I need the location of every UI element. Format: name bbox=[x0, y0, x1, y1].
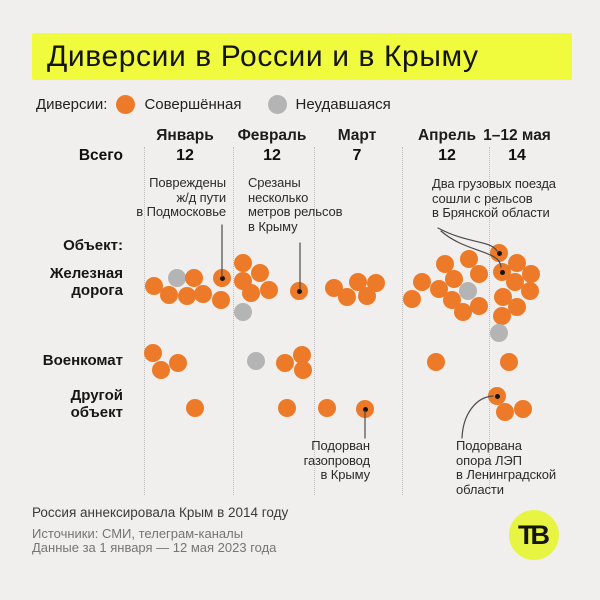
annotation-apr-may-rail: Два грузовых поезда сошли с рельсов в Бр… bbox=[432, 176, 556, 221]
completed-dot-icon bbox=[116, 95, 136, 114]
event-dot bbox=[169, 354, 187, 372]
event-dot bbox=[234, 303, 252, 321]
event-dot bbox=[194, 285, 212, 303]
column-divider-3 bbox=[402, 147, 403, 495]
event-dot bbox=[349, 273, 367, 291]
event-dot bbox=[508, 254, 526, 272]
event-dot bbox=[276, 354, 294, 372]
annotation-target-marker bbox=[362, 406, 368, 412]
event-dot bbox=[506, 273, 524, 291]
event-dot bbox=[508, 298, 526, 316]
row-label-2: Другой объект bbox=[70, 387, 123, 421]
event-dot bbox=[445, 270, 463, 288]
month-label-1: Февраль bbox=[237, 127, 307, 144]
month-total-1: 12 bbox=[263, 147, 281, 164]
event-dot bbox=[470, 265, 488, 283]
event-dot bbox=[293, 346, 311, 364]
event-dot bbox=[242, 284, 260, 302]
event-dot bbox=[212, 291, 230, 309]
event-dot bbox=[514, 400, 532, 418]
event-dot bbox=[488, 387, 506, 405]
event-dot bbox=[152, 361, 170, 379]
annotation-feb-rail: Срезаны несколько метров рельсов в Крыму bbox=[248, 175, 343, 234]
annotation-target-marker bbox=[494, 393, 500, 399]
column-divider-2 bbox=[314, 147, 315, 495]
event-dot bbox=[413, 273, 431, 291]
event-dot bbox=[234, 254, 252, 272]
legend-label: Диверсии: bbox=[36, 96, 108, 113]
event-dot bbox=[247, 352, 265, 370]
event-dot bbox=[521, 282, 539, 300]
event-dot bbox=[522, 265, 540, 283]
event-dot bbox=[178, 287, 196, 305]
month-label-2: Март bbox=[337, 127, 377, 144]
page-title: Диверсии в России и в Крыму bbox=[32, 33, 572, 80]
legend-completed-label: Совершённая bbox=[144, 96, 242, 113]
annotation-target-marker bbox=[219, 275, 225, 281]
month-total-0: 12 bbox=[176, 147, 194, 164]
event-dot bbox=[496, 403, 514, 421]
row-label-1: Военкомат bbox=[42, 352, 123, 369]
event-dot bbox=[459, 282, 477, 300]
page-title-text: Диверсии в России и в Крыму bbox=[47, 39, 479, 73]
column-divider-1 bbox=[233, 147, 234, 495]
row-label-0: Железная дорога bbox=[49, 265, 123, 299]
event-dot bbox=[493, 307, 511, 325]
event-dot bbox=[251, 264, 269, 282]
column-divider-0 bbox=[144, 147, 145, 495]
event-dot bbox=[260, 281, 278, 299]
event-dot bbox=[500, 353, 518, 371]
footer-sources: Источники: СМИ, телеграм-каналы bbox=[32, 526, 244, 541]
event-dot bbox=[470, 297, 488, 315]
footer-period: Данные за 1 января — 12 мая 2023 года bbox=[32, 540, 277, 555]
month-total-4: 14 bbox=[508, 147, 526, 164]
event-dot bbox=[318, 399, 336, 417]
event-dot bbox=[427, 353, 445, 371]
column-divider-4 bbox=[489, 147, 490, 495]
annotation-target-marker bbox=[496, 250, 502, 256]
logo-text: ТВ bbox=[518, 519, 550, 550]
annotation-mar-other: Подорван газопровод в Крыму bbox=[303, 438, 370, 483]
month-label-4: 1–12 мая bbox=[483, 127, 551, 144]
event-dot bbox=[168, 269, 186, 287]
event-dot bbox=[494, 288, 512, 306]
event-dot bbox=[358, 287, 376, 305]
legend: Диверсии: Совершённая Неудавшаяся bbox=[36, 95, 391, 114]
event-dot bbox=[493, 263, 511, 281]
event-dot bbox=[454, 303, 472, 321]
annotation-may-other: Подорвана опора ЛЭП в Ленинградской обла… bbox=[456, 438, 557, 497]
month-label-3: Апрель bbox=[417, 127, 477, 144]
event-dot bbox=[145, 277, 163, 295]
annotation-target-marker bbox=[296, 288, 302, 294]
annotation-jan-rail: Повреждены ж/д пути в Подмосковье bbox=[136, 175, 226, 220]
tv-channel-logo: ТВ bbox=[509, 510, 559, 560]
month-label-0: Январь bbox=[156, 127, 214, 144]
event-dot bbox=[430, 280, 448, 298]
annotation-target-marker bbox=[499, 269, 505, 275]
month-total-3: 12 bbox=[438, 147, 456, 164]
failed-dot-icon bbox=[267, 95, 287, 114]
event-dot bbox=[213, 269, 231, 287]
event-dot bbox=[294, 361, 312, 379]
event-dot bbox=[186, 399, 204, 417]
event-dot bbox=[278, 399, 296, 417]
event-dot bbox=[338, 288, 356, 306]
event-dot bbox=[290, 282, 308, 300]
legend-failed-label: Неудавшаяся bbox=[295, 96, 391, 113]
totals-row-label: Всего bbox=[78, 147, 123, 164]
event-dot bbox=[185, 269, 203, 287]
month-total-2: 7 bbox=[352, 147, 362, 164]
event-dot bbox=[144, 344, 162, 362]
footer-note: Россия аннексировала Крым в 2014 году bbox=[32, 505, 289, 520]
event-dot bbox=[160, 286, 178, 304]
event-dot bbox=[356, 400, 374, 418]
event-dot bbox=[403, 290, 421, 308]
event-dot bbox=[490, 324, 508, 342]
object-axis-label: Объект: bbox=[63, 237, 123, 254]
event-dot bbox=[490, 244, 508, 262]
